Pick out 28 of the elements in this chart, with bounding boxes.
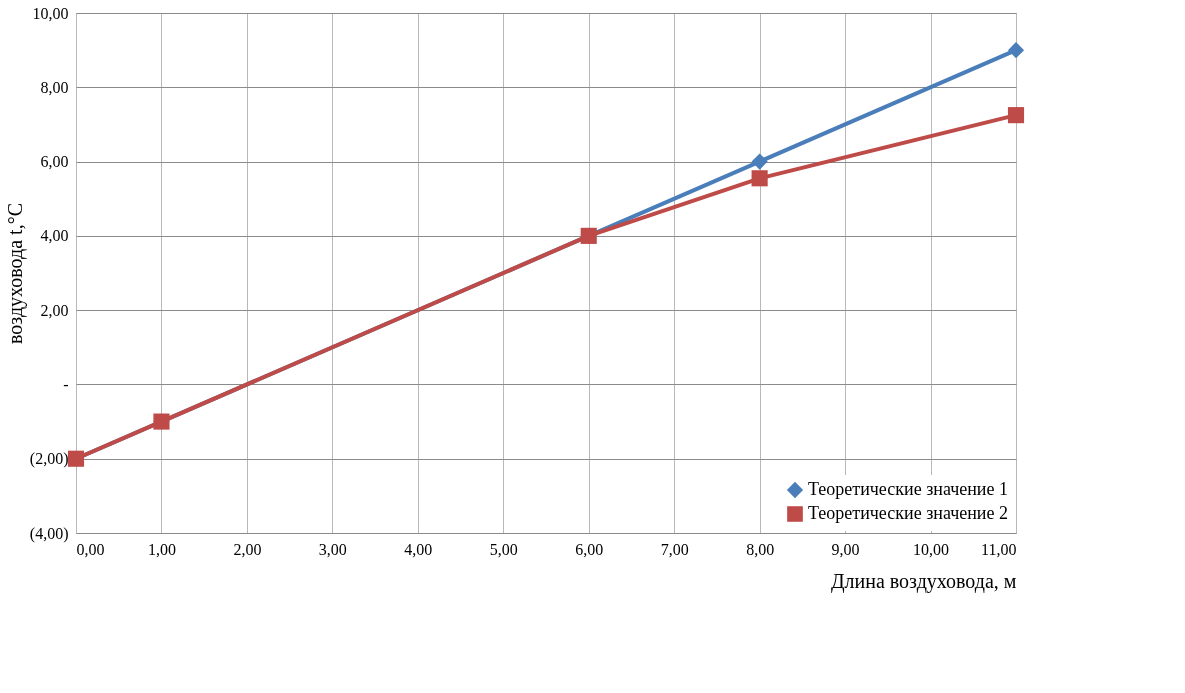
point [1007, 42, 1025, 59]
x-tick-label: 3,00 [318, 540, 347, 558]
point [751, 170, 768, 187]
x-tick-label: 9,00 [831, 540, 860, 558]
point [1007, 107, 1025, 124]
y-tick-label: (2,00) [29, 450, 69, 469]
y-tick-label: (4,00) [29, 524, 69, 543]
y-tick-label: 2,00 [40, 301, 69, 319]
y-tick-label: - [63, 375, 69, 393]
x-tick-label: 5,00 [489, 540, 518, 558]
legend-label: Теоретические значение 2 [808, 503, 1008, 523]
point [751, 153, 768, 170]
x-tick-label: 1,00 [147, 540, 176, 558]
y-tick-label: 4,00 [40, 227, 69, 245]
x-tick-label: 8,00 [746, 540, 775, 558]
x-tick-label: 6,00 [575, 540, 604, 558]
x-tick-label: 4,00 [404, 540, 433, 558]
y-tick-label: 10,00 [32, 4, 69, 22]
legend-label: Теоретические значение 1 [808, 479, 1008, 499]
x-tick-label: 2,00 [233, 540, 262, 558]
x-tick-label: 0,00 [76, 540, 105, 558]
y-tick-label: 6,00 [40, 153, 69, 171]
x-tick-label: 10,00 [913, 540, 950, 558]
x-tick-label: 11,00 [981, 540, 1017, 558]
x-axis-title: Длина воздуховода, м [830, 569, 1017, 593]
x-tick-label: 7,00 [660, 540, 689, 558]
y-axis-title: воздуховода t,°C [3, 203, 27, 344]
y-tick-label: 8,00 [40, 78, 69, 96]
